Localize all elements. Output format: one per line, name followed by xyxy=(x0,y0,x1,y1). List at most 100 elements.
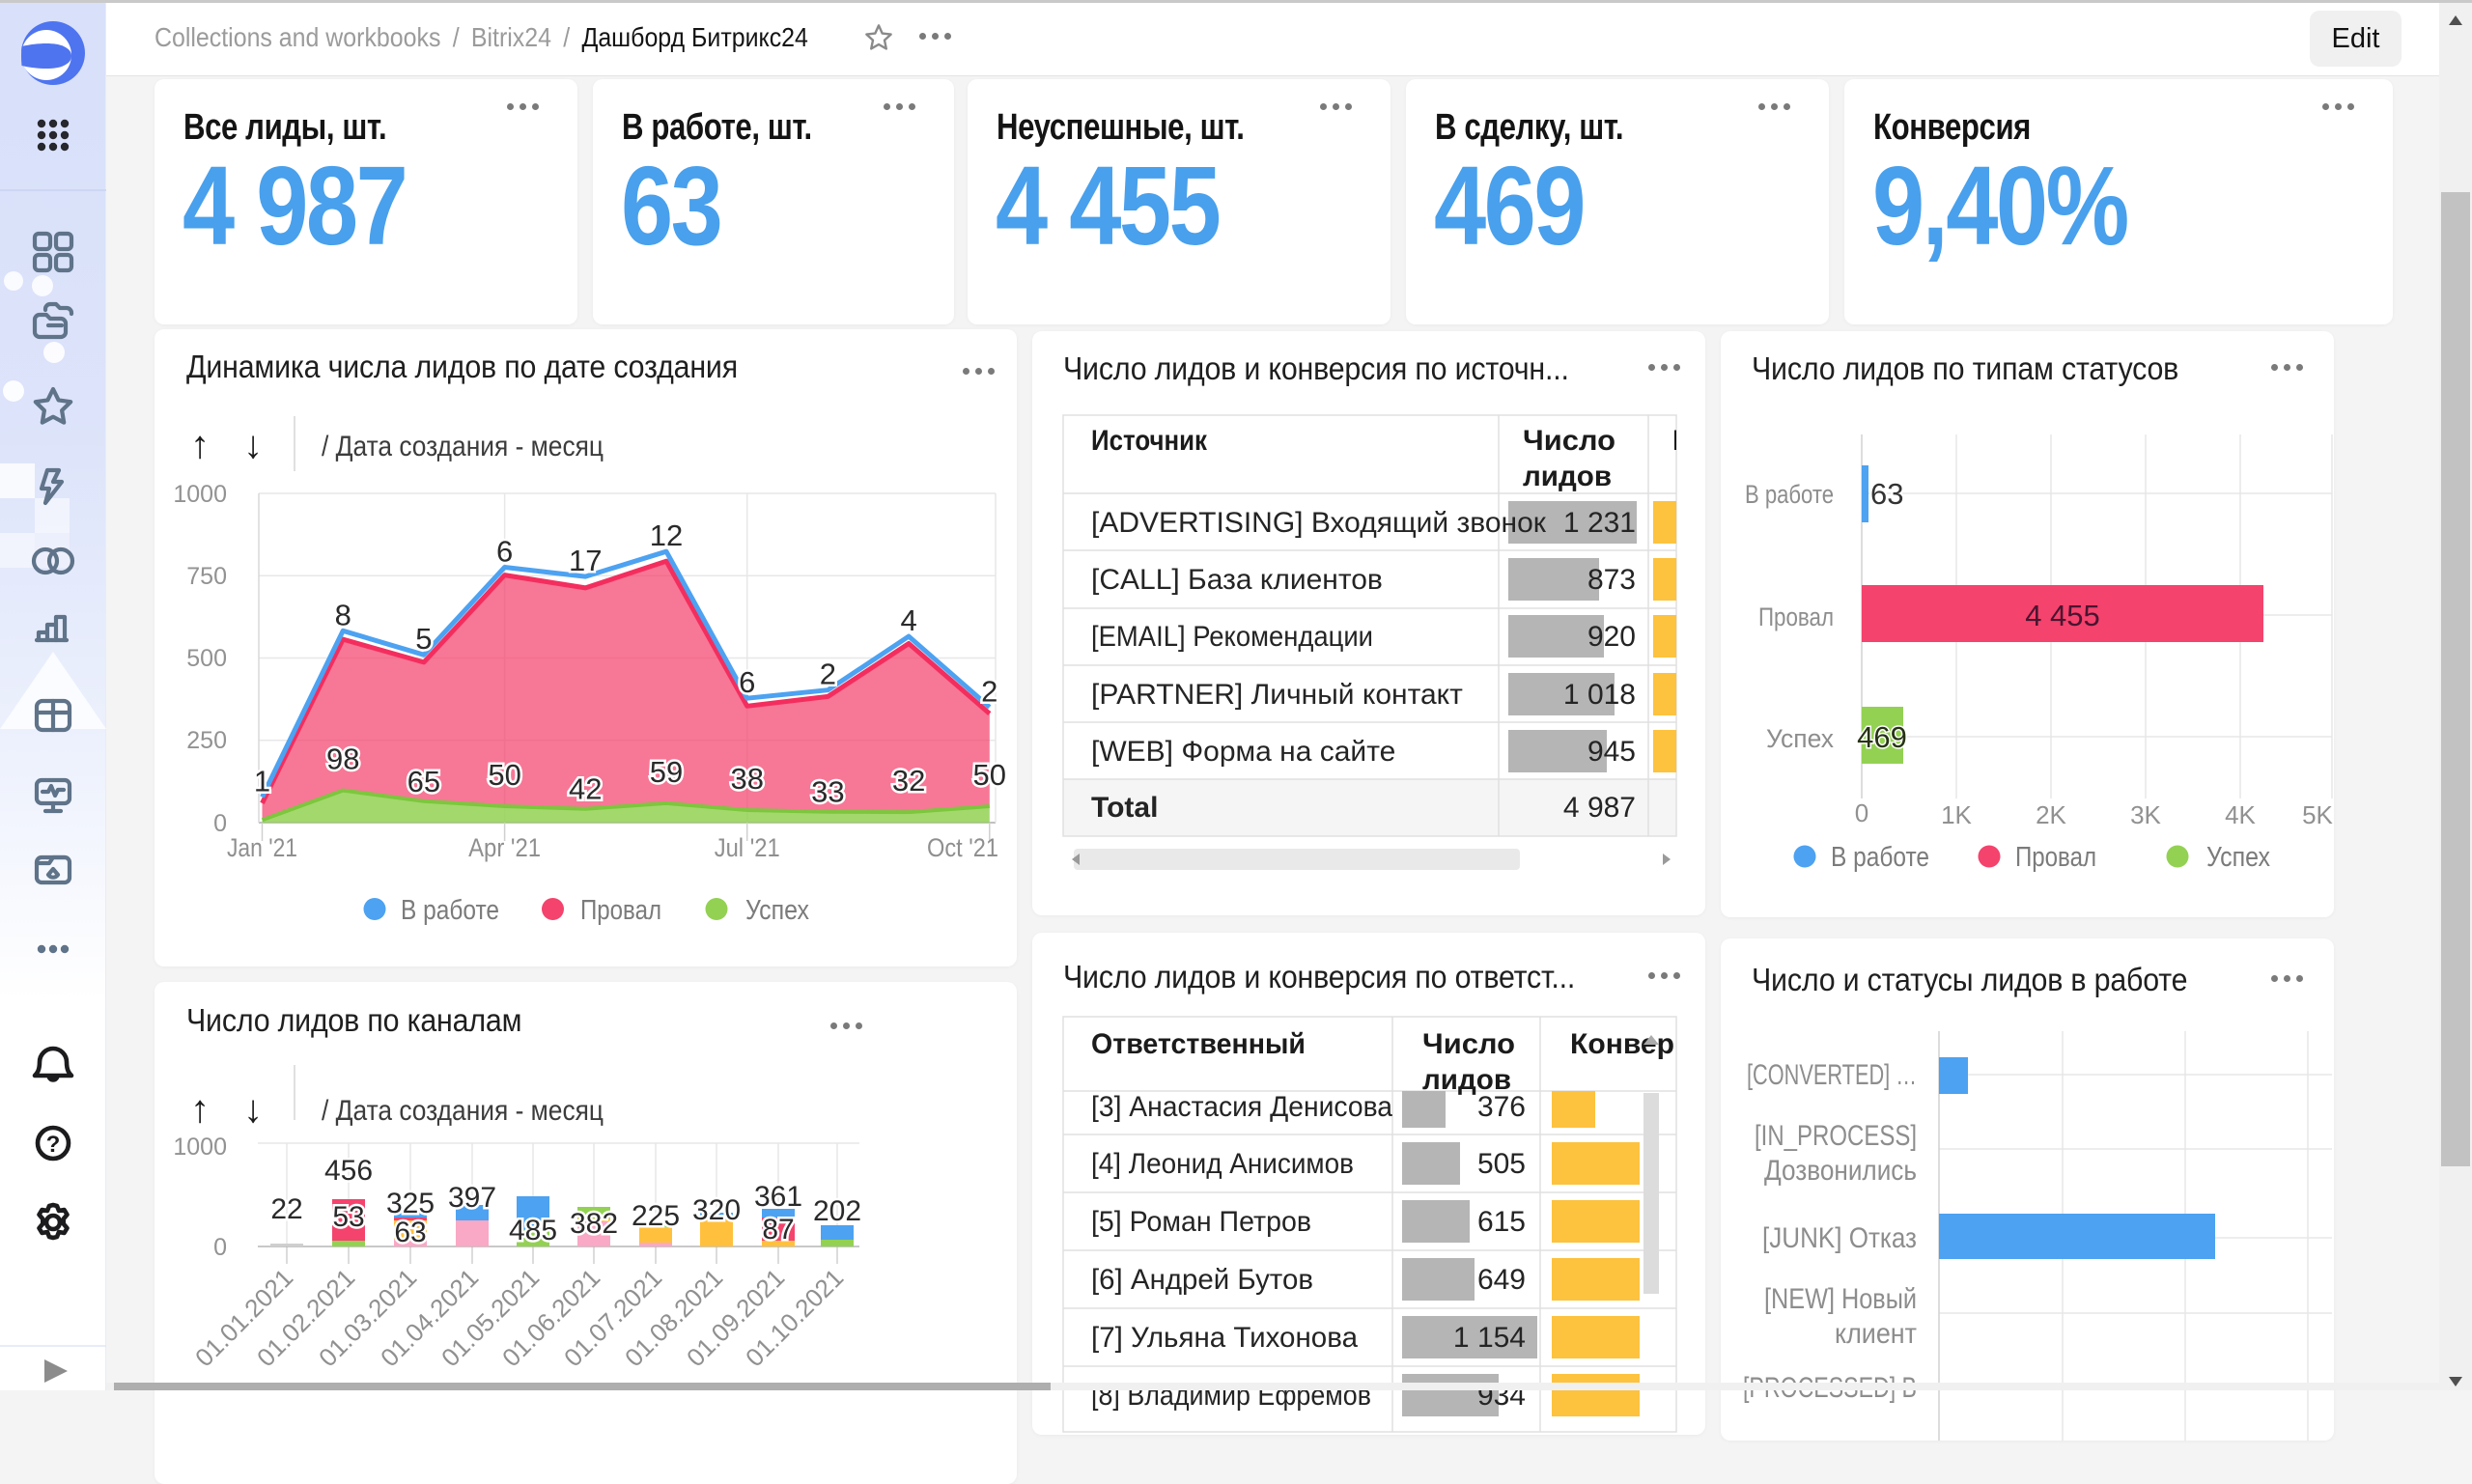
svg-text:0: 0 xyxy=(213,1234,227,1261)
svg-text:382: 382 xyxy=(570,1208,618,1240)
svg-text:5: 5 xyxy=(415,622,432,656)
svg-text:1 231: 1 231 xyxy=(1563,507,1636,539)
svg-text:225: 225 xyxy=(632,1200,680,1232)
svg-text:[CONVERTED] …: [CONVERTED] … xyxy=(1747,1059,1917,1091)
svg-text:[ADVERTISING] Входящий звонок: [ADVERTISING] Входящий звонок xyxy=(1091,507,1547,539)
svg-text:873: 873 xyxy=(1587,564,1636,596)
svg-text:лидов: лидов xyxy=(1422,1064,1511,1096)
svg-text:Oct '21: Oct '21 xyxy=(927,833,998,862)
svg-text:[EMAIL] Рекомендации: [EMAIL] Рекомендации xyxy=(1091,621,1373,653)
svg-text:В работе: В работе xyxy=(1745,480,1834,509)
svg-text:Дозвонились: Дозвонились xyxy=(1764,1155,1917,1187)
svg-text:↑: ↑ xyxy=(190,424,210,466)
svg-text:Провал: Провал xyxy=(580,895,661,926)
svg-text:42: 42 xyxy=(569,772,602,806)
svg-text:↓: ↓ xyxy=(243,1088,263,1131)
svg-text:376: 376 xyxy=(1477,1091,1526,1123)
svg-text:6: 6 xyxy=(739,665,755,699)
svg-text:361: 361 xyxy=(754,1181,802,1213)
svg-text:53: 53 xyxy=(332,1201,364,1233)
svg-text:50: 50 xyxy=(973,758,1006,792)
svg-text:0: 0 xyxy=(1855,798,1868,827)
svg-text:[JUNK] Отказ: [JUNK] Отказ xyxy=(1762,1222,1917,1254)
svg-text:505: 505 xyxy=(1477,1148,1526,1180)
svg-text:[5] Роман Петров: [5] Роман Петров xyxy=(1091,1206,1311,1238)
svg-text:[PARTNER] Личный контакт: [PARTNER] Личный контакт xyxy=(1091,679,1463,711)
svg-text:500: 500 xyxy=(186,645,227,672)
svg-text:[WEB] Форма на сайте: [WEB] Форма на сайте xyxy=(1091,736,1395,768)
svg-text:/ Дата создания - месяц: / Дата создания - месяц xyxy=(322,1095,604,1127)
svg-text:Успех: Успех xyxy=(1766,724,1834,753)
svg-text:1: 1 xyxy=(254,765,270,798)
svg-text:4 987: 4 987 xyxy=(1563,792,1636,824)
svg-text:5K: 5K xyxy=(2302,800,2333,829)
svg-text:59: 59 xyxy=(650,755,683,789)
svg-text:Jan '21: Jan '21 xyxy=(227,833,297,862)
svg-text:320: 320 xyxy=(692,1194,741,1226)
svg-text:3K: 3K xyxy=(2130,800,2161,829)
svg-text:Конве: Конве xyxy=(1672,425,1705,457)
svg-text:Конвер: Конвер xyxy=(1570,1028,1674,1060)
svg-text:4 455: 4 455 xyxy=(2025,599,2100,632)
svg-text:клиент: клиент xyxy=(1835,1318,1917,1350)
svg-text:[4] Леонид Анисимов: [4] Леонид Анисимов xyxy=(1091,1148,1354,1180)
svg-text:22: 22 xyxy=(270,1193,302,1225)
svg-text:Ответственный: Ответственный xyxy=(1091,1028,1306,1060)
svg-text:17: 17 xyxy=(569,544,602,577)
svg-text:65: 65 xyxy=(407,765,440,798)
svg-text:0: 0 xyxy=(213,810,227,837)
svg-text:8: 8 xyxy=(335,598,351,631)
svg-text:615: 615 xyxy=(1477,1206,1526,1238)
svg-text:2: 2 xyxy=(820,658,836,691)
svg-text:33: 33 xyxy=(811,775,844,809)
svg-text:Провал: Провал xyxy=(2015,842,2096,873)
svg-text:6: 6 xyxy=(496,535,513,569)
svg-text:Успех: Успех xyxy=(745,895,809,926)
svg-text:2: 2 xyxy=(981,674,997,708)
svg-text:32: 32 xyxy=(892,764,925,798)
svg-text:↑: ↑ xyxy=(190,1088,210,1131)
svg-text:лидов: лидов xyxy=(1523,461,1612,492)
svg-text:750: 750 xyxy=(186,563,227,590)
svg-text:1000: 1000 xyxy=(173,1134,227,1161)
svg-text:1K: 1K xyxy=(1941,800,1972,829)
svg-text:Число: Число xyxy=(1422,1028,1515,1060)
svg-text:Успех: Успех xyxy=(2206,842,2270,873)
svg-text:98: 98 xyxy=(326,742,359,776)
svg-text:1 018: 1 018 xyxy=(1563,679,1636,711)
svg-text:456: 456 xyxy=(324,1155,373,1187)
svg-text:649: 649 xyxy=(1477,1264,1526,1296)
svg-text:Провал: Провал xyxy=(1758,602,1834,631)
svg-text:87: 87 xyxy=(762,1214,794,1246)
svg-text:4K: 4K xyxy=(2225,800,2256,829)
svg-text:4: 4 xyxy=(900,603,916,637)
svg-text:В работе: В работе xyxy=(401,895,499,926)
svg-text:1 154: 1 154 xyxy=(1453,1322,1526,1354)
svg-text:202: 202 xyxy=(813,1195,861,1227)
svg-text:[7] Ульяна Тихонова: [7] Ульяна Тихонова xyxy=(1091,1322,1358,1354)
svg-text:63: 63 xyxy=(1870,477,1903,511)
svg-text:325: 325 xyxy=(386,1188,435,1219)
svg-text:?: ? xyxy=(46,1132,61,1158)
svg-text:[NEW] Новый: [NEW] Новый xyxy=(1764,1283,1917,1315)
svg-text:945: 945 xyxy=(1587,736,1636,768)
svg-text:Jul '21: Jul '21 xyxy=(715,833,780,862)
svg-text:1000: 1000 xyxy=(173,481,227,508)
svg-text:↓: ↓ xyxy=(243,424,263,466)
svg-text:[CALL] База клиентов: [CALL] База клиентов xyxy=(1091,564,1383,596)
svg-text:Число: Число xyxy=(1523,425,1615,457)
svg-text:397: 397 xyxy=(448,1182,496,1214)
svg-text:В работе: В работе xyxy=(1831,842,1929,873)
svg-text:2K: 2K xyxy=(2036,800,2066,829)
svg-text:/ Дата создания - месяц: / Дата создания - месяц xyxy=(322,431,604,462)
svg-text:Total: Total xyxy=(1091,792,1158,824)
svg-text:12: 12 xyxy=(650,518,683,552)
svg-text:[IN_PROCESS]: [IN_PROCESS] xyxy=(1755,1120,1917,1152)
svg-text:Источник: Источник xyxy=(1091,425,1208,457)
svg-text:250: 250 xyxy=(186,727,227,754)
svg-text:[6] Андрей Бутов: [6] Андрей Бутов xyxy=(1091,1264,1313,1296)
svg-text:38: 38 xyxy=(730,762,763,796)
svg-text:63: 63 xyxy=(394,1217,426,1248)
svg-text:485: 485 xyxy=(509,1215,557,1246)
svg-text:Apr '21: Apr '21 xyxy=(468,833,541,862)
